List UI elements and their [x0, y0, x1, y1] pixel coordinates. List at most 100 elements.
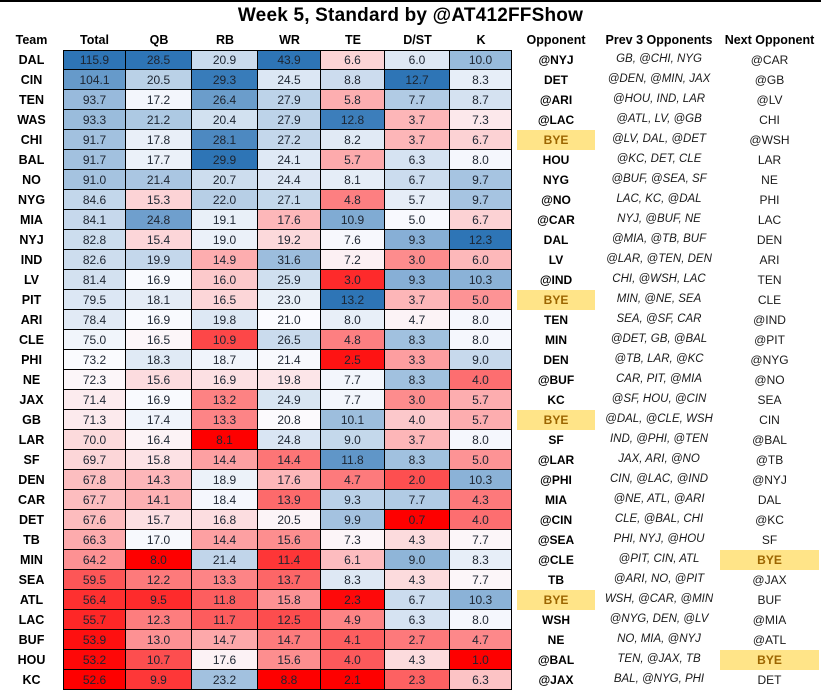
score-cell-wr: 19.8 [258, 370, 321, 390]
score-cell-wr: 31.6 [258, 250, 321, 270]
score-cell-total: 72.3 [63, 370, 126, 390]
score-cell-dst: 7.7 [385, 490, 450, 510]
table-row: WAS 93.3 21.2 20.4 27.9 12.8 3.7 7.3 @LAC @ATL, L… [0, 110, 821, 130]
next-opponent-cell: CIN [759, 413, 780, 427]
next-opponent-cell: BYE [718, 650, 821, 670]
opponent-cell: @NO [541, 193, 571, 207]
score-cell-k: 7.3 [450, 110, 512, 130]
score-cell-wr: 19.2 [258, 230, 321, 250]
next-opponent-cell: BYE [718, 550, 821, 570]
prev-opponents-cell: WSH, @CAR, @MIN [604, 593, 714, 606]
score-cell-rb: 28.1 [192, 130, 258, 150]
score-cell-total: 93.7 [63, 90, 126, 110]
score-cell-qb: 14.3 [126, 470, 192, 490]
score-cell-k: 5.7 [450, 390, 512, 410]
team-cell: MIA [20, 212, 43, 227]
prev-opponents-cell: @ATL, LV, @GB [616, 113, 702, 126]
prev-opponents-cell: @HOU, IND, LAR [612, 93, 706, 106]
prev-opponents-cell: @TB, LAR, @KC [614, 353, 704, 366]
opponent-cell: @BUF [537, 373, 575, 387]
prev-opponents-cell: MIN, @NE, SEA [616, 293, 702, 306]
next-opponent-cell: @TB [755, 453, 784, 467]
next-opponent-cell: @PIT [754, 333, 785, 347]
score-cell-total: 69.7 [63, 450, 126, 470]
score-cell-qb: 24.8 [126, 210, 192, 230]
table-row: MIN 64.2 8.0 21.4 11.4 6.1 9.0 8.3 @CLE @PIT, CIN… [0, 550, 821, 570]
score-cell-te: 5.7 [321, 150, 385, 170]
score-cell-rb: 13.3 [192, 570, 258, 590]
score-cell-total: 91.0 [63, 170, 126, 190]
score-cell-wr: 11.4 [258, 550, 321, 570]
header-next-opponent: Next Opponent [724, 32, 815, 47]
score-cell-te: 4.7 [321, 470, 385, 490]
team-cell: PHI [21, 352, 42, 367]
team-cell: CIN [20, 72, 43, 87]
score-cell-te: 4.8 [321, 330, 385, 350]
score-cell-k: 7.7 [450, 530, 512, 550]
prev-opponents-cell: @SF, HOU, @CIN [611, 393, 707, 406]
score-cell-total: 79.5 [63, 290, 126, 310]
next-opponent-cell: @CAR [750, 53, 789, 67]
score-cell-te: 13.2 [321, 290, 385, 310]
score-cell-total: 84.6 [63, 190, 126, 210]
score-cell-qb: 16.9 [126, 390, 192, 410]
score-cell-dst: 4.7 [385, 310, 450, 330]
table-row: HOU 53.2 10.7 17.6 15.6 4.0 4.3 1.0 @BAL TEN, @JA… [0, 650, 821, 670]
team-cell: TB [23, 532, 40, 547]
score-cell-dst: 5.0 [385, 210, 450, 230]
table-row: CIN 104.1 20.5 29.3 24.5 8.8 12.7 8.3 DET @DEN, @… [0, 70, 821, 90]
score-cell-qb: 20.5 [126, 70, 192, 90]
opponent-cell: TB [548, 573, 564, 587]
team-cell: LAC [18, 612, 45, 627]
score-cell-rb: 19.1 [192, 210, 258, 230]
score-cell-dst: 9.3 [385, 270, 450, 290]
score-cell-wr: 20.5 [258, 510, 321, 530]
score-cell-dst: 3.7 [385, 430, 450, 450]
score-cell-wr: 26.5 [258, 330, 321, 350]
score-cell-total: 71.4 [63, 390, 126, 410]
score-cell-total: 78.4 [63, 310, 126, 330]
score-cell-qb: 17.0 [126, 530, 192, 550]
score-cell-qb: 21.4 [126, 170, 192, 190]
score-cell-k: 5.0 [450, 450, 512, 470]
score-cell-total: 82.8 [63, 230, 126, 250]
score-cell-qb: 8.0 [126, 550, 192, 570]
score-cell-qb: 16.5 [126, 330, 192, 350]
score-cell-qb: 13.0 [126, 630, 192, 650]
team-cell: LV [23, 272, 40, 287]
score-cell-wr: 43.9 [258, 50, 321, 70]
next-opponent-cell: CLE [757, 293, 782, 307]
score-cell-rb: 10.9 [192, 330, 258, 350]
score-cell-wr: 17.6 [258, 470, 321, 490]
team-cell: SEA [18, 572, 45, 587]
score-cell-qb: 15.6 [126, 370, 192, 390]
score-cell-te: 4.1 [321, 630, 385, 650]
next-opponent-cell: BUF [757, 593, 782, 607]
score-cell-k: 8.0 [450, 330, 512, 350]
score-cell-dst: 6.3 [385, 150, 450, 170]
prev-opponents-cell: SEA, @SF, CAR [616, 313, 702, 326]
score-cell-dst: 2.0 [385, 470, 450, 490]
team-cell: JAX [19, 392, 44, 407]
score-cell-total: 75.0 [63, 330, 126, 350]
team-cell: CAR [17, 492, 46, 507]
score-cell-qb: 9.9 [126, 670, 192, 690]
prev-opponents-cell: @PIT, CIN, ATL [618, 553, 700, 566]
team-cell: DET [19, 512, 44, 527]
score-cell-te: 9.3 [321, 490, 385, 510]
score-cell-te: 4.0 [321, 650, 385, 670]
score-cell-qb: 12.2 [126, 570, 192, 590]
prev-opponents-cell: @ARI, NO, @PIT [613, 573, 705, 586]
score-cell-total: 56.4 [63, 590, 126, 610]
score-cell-te: 10.9 [321, 210, 385, 230]
score-cell-k: 8.3 [450, 550, 512, 570]
score-cell-qb: 17.8 [126, 130, 192, 150]
next-opponent-cell: @LV [756, 93, 783, 107]
score-cell-total: 91.7 [63, 130, 126, 150]
score-cell-k: 1.0 [450, 650, 512, 670]
opponent-cell: @NYJ [538, 53, 574, 67]
team-cell: IND [20, 252, 43, 267]
team-cell: NE [22, 372, 41, 387]
score-cell-wr: 12.5 [258, 610, 321, 630]
